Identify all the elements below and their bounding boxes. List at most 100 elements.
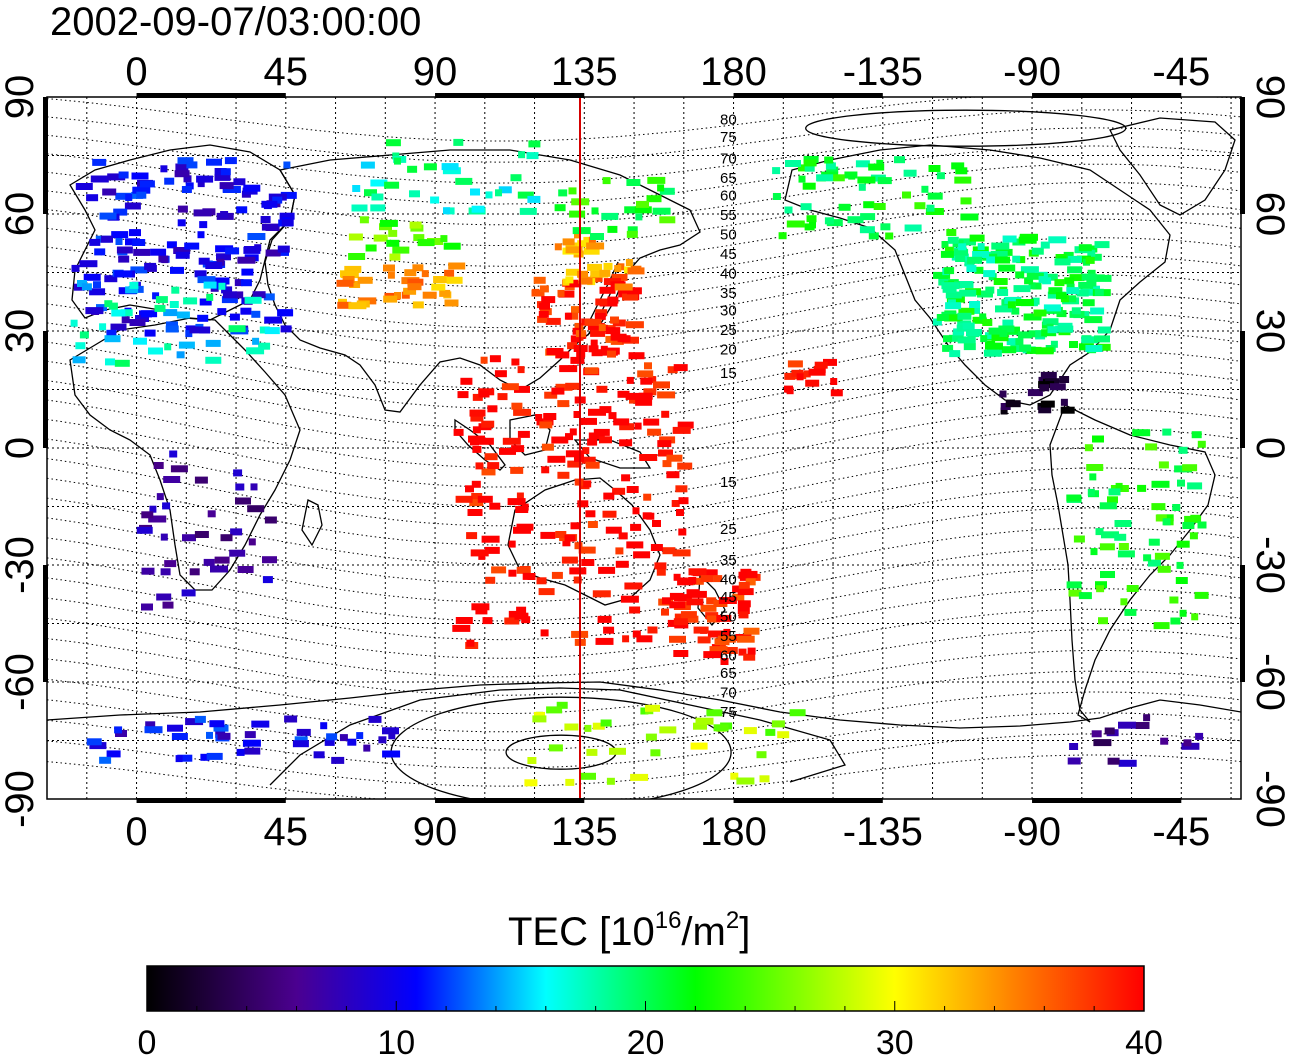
tec-cell [214, 168, 227, 175]
tec-cell [244, 731, 256, 739]
tec-cell [478, 390, 490, 398]
colorbar-title: TEC [1016/m2] [508, 907, 750, 954]
tec-cell [661, 608, 669, 616]
tec-cell [557, 400, 570, 408]
tec-cell [565, 433, 573, 441]
tec-cell [115, 238, 123, 245]
tec-cell [944, 246, 954, 254]
tec-cell [233, 178, 246, 186]
tec-cell [1038, 276, 1048, 284]
tec-cell [388, 229, 398, 237]
tec-cell [526, 152, 539, 160]
x-tick-label-top: -90 [1003, 50, 1061, 94]
tec-cell [569, 210, 586, 218]
tec-cell [778, 232, 787, 240]
tec-cell [471, 493, 483, 500]
tec-cell [1124, 608, 1137, 616]
tec-cell [958, 307, 975, 315]
tec-cell [703, 651, 722, 659]
tec-cell [455, 177, 473, 185]
tec-cell [580, 772, 596, 780]
tec-cell [261, 223, 279, 231]
tec-cell [959, 281, 974, 289]
tec-cell [511, 445, 525, 453]
tec-cell [129, 281, 139, 289]
colorbar-tick-label: 10 [377, 1024, 415, 1057]
tec-cell [1076, 289, 1089, 297]
tec-cell [485, 191, 493, 199]
tec-cell [723, 628, 731, 636]
tec-cell [713, 724, 729, 732]
tec-cell [700, 575, 714, 583]
tec-cell [1081, 273, 1097, 281]
tec-cell [260, 216, 271, 223]
tec-cell [868, 232, 879, 240]
tec-cell [1032, 282, 1042, 290]
tec-cell [588, 408, 606, 416]
tec-cell [632, 630, 641, 638]
tec-cell [337, 301, 352, 309]
tec-cell [442, 167, 461, 175]
tec-cell [925, 208, 944, 215]
tec-cell [252, 291, 266, 299]
tec-cell [1178, 446, 1188, 454]
tec-cell [806, 215, 817, 223]
tec-cell [107, 173, 126, 181]
tec-cell [617, 335, 631, 343]
tec-cell [737, 607, 750, 614]
tec-cell [720, 658, 729, 665]
tec-cell [636, 635, 653, 643]
coastline-madagascar [301, 499, 323, 547]
tec-cell [510, 466, 524, 474]
tec-cell [144, 726, 163, 734]
contour-label: 55 [720, 207, 737, 224]
tec-cell [99, 756, 112, 764]
north-pole-contour [805, 109, 1127, 147]
tec-cell [161, 256, 169, 264]
colorbar-tick-label: 20 [627, 1024, 665, 1057]
tec-cell [677, 578, 694, 586]
tec-cell [508, 569, 517, 577]
tec-cell [858, 183, 866, 191]
tec-cell [570, 522, 581, 530]
tec-cell [564, 723, 579, 731]
tec-cell [1071, 307, 1081, 315]
tec-cell [633, 551, 651, 559]
tec-cell [1068, 589, 1082, 597]
tec-cell [1015, 299, 1034, 306]
tec-cell [517, 191, 534, 199]
tec-cell [284, 715, 298, 723]
tec-cell [480, 356, 488, 364]
tec-cell [538, 588, 555, 596]
tec-cell [1177, 479, 1185, 487]
tec-cell [177, 157, 194, 165]
tec-cell [628, 352, 645, 360]
tec-cell [498, 186, 512, 194]
tec-cell [481, 468, 496, 476]
tec-cell [248, 538, 256, 546]
tec-cell [185, 182, 194, 190]
tec-cell [1092, 435, 1104, 443]
tec-cell [1094, 288, 1104, 296]
tec-cell [972, 251, 990, 258]
coastline-south-america [1049, 404, 1216, 723]
tec-cell [940, 250, 954, 258]
tec-cell [1093, 274, 1112, 282]
tec-cell [590, 270, 609, 278]
tec-cell [659, 187, 675, 195]
tec-cell [588, 236, 596, 244]
tec-cell [647, 626, 658, 634]
tec-cell [443, 207, 450, 215]
tec-cell [986, 256, 1000, 264]
contour-label: 30 [720, 302, 737, 319]
tec-cell [507, 498, 526, 506]
tec-cell [1081, 336, 1099, 344]
tec-cell [199, 298, 212, 306]
tec-cell [938, 278, 949, 286]
tec-cell [1069, 310, 1085, 318]
tec-cell [652, 520, 661, 527]
tec-cell [471, 603, 490, 611]
tec-cell [235, 497, 251, 505]
tec-cell [210, 565, 228, 573]
tec-cell [1002, 319, 1014, 327]
